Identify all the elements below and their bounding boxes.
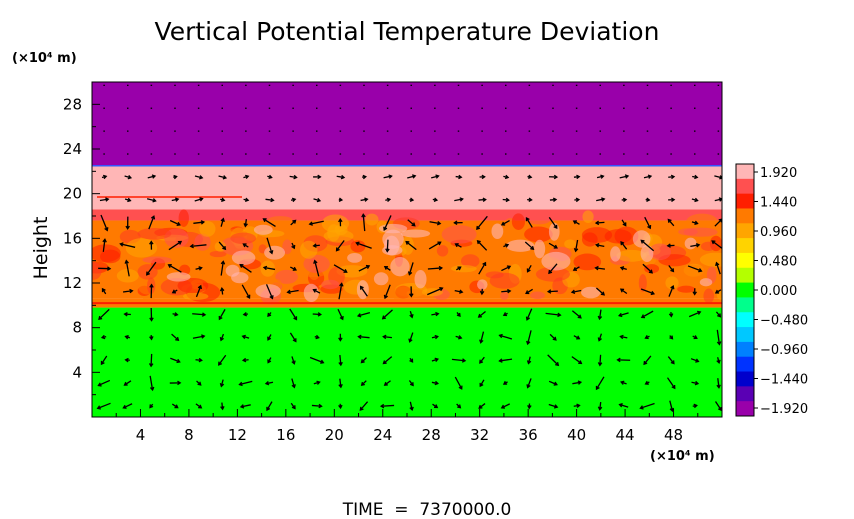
x-tick-label: 44 bbox=[616, 426, 635, 444]
y-unit-label: (×10⁴ m) bbox=[12, 51, 77, 66]
y-tick-label: 12 bbox=[63, 274, 82, 292]
y-tick-label: 4 bbox=[72, 363, 82, 381]
x-tick-label: 32 bbox=[470, 426, 489, 444]
x-tick-label: 4 bbox=[136, 426, 146, 444]
field-layer-4 bbox=[92, 165, 722, 210]
field-layer-5 bbox=[92, 82, 722, 166]
colorbar-label: 0.000 bbox=[760, 284, 797, 299]
colorbar-swatch bbox=[736, 193, 754, 209]
x-tick-label: 8 bbox=[184, 426, 194, 444]
y-tick-label: 16 bbox=[63, 229, 82, 247]
y-axis-label: Height bbox=[30, 217, 52, 280]
colorbar-swatch bbox=[736, 312, 754, 328]
x-unit-label: (×10⁴ m) bbox=[650, 449, 715, 464]
x-tick-label: 24 bbox=[373, 426, 392, 444]
colorbar-swatch bbox=[736, 401, 754, 417]
colorbar-swatch bbox=[736, 164, 754, 180]
y-tick-label: 24 bbox=[63, 140, 82, 158]
y-tick-label: 8 bbox=[72, 319, 82, 337]
colorbar-swatch bbox=[736, 238, 754, 254]
chart-title: Vertical Potential Temperature Deviation bbox=[155, 17, 660, 46]
x-tick-label: 28 bbox=[422, 426, 441, 444]
colorbar-swatch bbox=[736, 267, 754, 284]
x-tick-label: 20 bbox=[325, 426, 344, 444]
colorbar-swatch bbox=[736, 223, 754, 239]
turbulence-texture bbox=[92, 209, 722, 305]
y-tick-label: 28 bbox=[63, 95, 82, 113]
colorbar-label: −1.440 bbox=[760, 373, 808, 388]
colorbar-label: 0.480 bbox=[760, 255, 797, 270]
colorbar-swatch bbox=[736, 371, 754, 387]
field-layer-0 bbox=[92, 307, 722, 417]
colorbar-label: 0.960 bbox=[760, 225, 797, 240]
x-tick-label: 16 bbox=[276, 426, 295, 444]
y-tick-label: 20 bbox=[63, 185, 82, 203]
colorbar-label: −1.920 bbox=[760, 402, 808, 417]
colorbar-swatch bbox=[736, 327, 754, 343]
colorbar-swatch bbox=[736, 297, 754, 313]
colorbar-swatch bbox=[736, 341, 754, 358]
colorbar-swatch bbox=[736, 178, 754, 195]
x-axis: 4 8 12 16 20 24 28 32 36 40 44 48 bbox=[115, 409, 699, 444]
velocity-vectors bbox=[96, 84, 722, 413]
y-axis: 4 8 12 16 20 24 28 bbox=[63, 95, 100, 396]
colorbar-label: −0.480 bbox=[760, 314, 808, 329]
x-tick-label: 12 bbox=[228, 426, 247, 444]
colorbar-label: 1.920 bbox=[760, 166, 797, 181]
colorbar: 1.920 1.440 0.960 0.480 0.000 −0.480 −0.960 −1.… bbox=[735, 163, 808, 417]
colorbar-swatch bbox=[736, 356, 754, 373]
colorbar-swatch bbox=[736, 282, 754, 298]
colorbar-label: 1.440 bbox=[760, 196, 797, 211]
field-layer-3 bbox=[92, 209, 722, 221]
x-tick-label: 48 bbox=[664, 426, 683, 444]
plot-area bbox=[91, 81, 723, 418]
x-tick-label: 40 bbox=[567, 426, 586, 444]
x-tick-label: 36 bbox=[519, 426, 538, 444]
colorbar-swatch bbox=[736, 252, 754, 269]
colorbar-label: −0.960 bbox=[760, 343, 808, 358]
colorbar-swatch bbox=[736, 386, 754, 402]
colorbar-swatch bbox=[736, 208, 754, 224]
time-label: TIME = 7370000.0 bbox=[342, 500, 512, 519]
